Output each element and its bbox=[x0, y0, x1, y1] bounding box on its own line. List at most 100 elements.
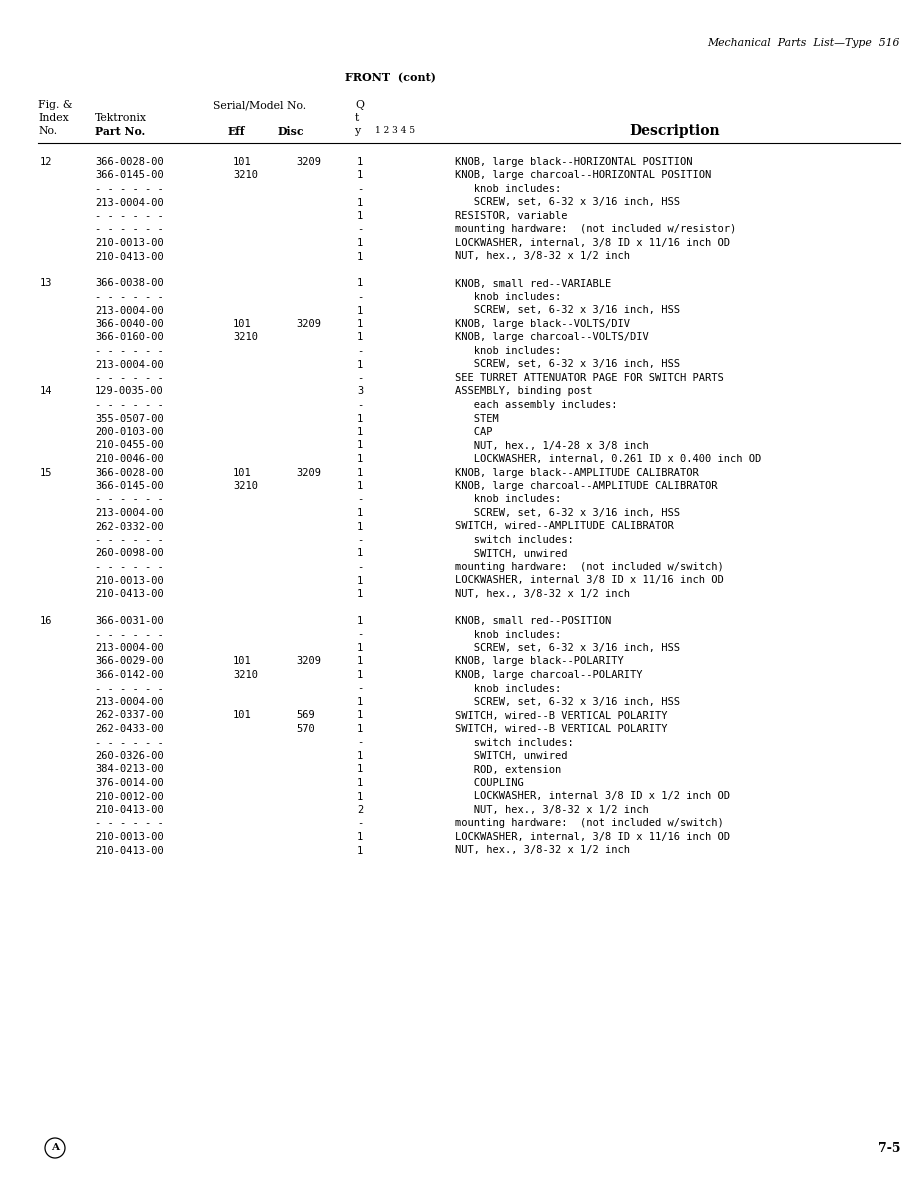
Text: KNOB, large black--AMPLITUDE CALIBRATOR: KNOB, large black--AMPLITUDE CALIBRATOR bbox=[455, 468, 699, 478]
Text: 3209: 3209 bbox=[296, 319, 321, 329]
Text: ROD, extension: ROD, extension bbox=[455, 765, 561, 774]
Text: SWITCH, unwired: SWITCH, unwired bbox=[455, 752, 568, 761]
Text: -: - bbox=[357, 292, 363, 303]
Text: SCREW, set, 6-32 x 3/16 inch, HSS: SCREW, set, 6-32 x 3/16 inch, HSS bbox=[455, 643, 680, 653]
Text: - - - - - -: - - - - - - bbox=[95, 494, 164, 505]
Text: 210-0413-00: 210-0413-00 bbox=[95, 805, 164, 815]
Text: switch includes:: switch includes: bbox=[455, 535, 573, 545]
Text: 366-0038-00: 366-0038-00 bbox=[95, 279, 164, 288]
Text: 210-0013-00: 210-0013-00 bbox=[95, 575, 164, 586]
Text: NUT, hex., 3/8-32 x 1/2 inch: NUT, hex., 3/8-32 x 1/2 inch bbox=[455, 590, 630, 599]
Text: 1: 1 bbox=[357, 643, 363, 653]
Text: 1: 1 bbox=[357, 549, 363, 559]
Text: A: A bbox=[51, 1143, 59, 1153]
Text: 101: 101 bbox=[233, 157, 252, 167]
Text: -: - bbox=[357, 183, 363, 194]
Text: 210-0012-00: 210-0012-00 bbox=[95, 792, 164, 802]
Text: knob includes:: knob includes: bbox=[455, 292, 561, 303]
Text: 3210: 3210 bbox=[233, 481, 258, 491]
Text: -: - bbox=[357, 818, 363, 829]
Text: SCREW, set, 6-32 x 3/16 inch, HSS: SCREW, set, 6-32 x 3/16 inch, HSS bbox=[455, 198, 680, 207]
Text: -: - bbox=[357, 684, 363, 693]
Text: - - - - - -: - - - - - - bbox=[95, 373, 164, 384]
Text: 1: 1 bbox=[357, 711, 363, 721]
Text: 13: 13 bbox=[40, 279, 53, 288]
Text: - - - - - -: - - - - - - bbox=[95, 400, 164, 410]
Text: knob includes:: knob includes: bbox=[455, 494, 561, 505]
Text: RESISTOR, variable: RESISTOR, variable bbox=[455, 211, 568, 222]
Text: - - - - - -: - - - - - - bbox=[95, 292, 164, 303]
Text: 1: 1 bbox=[357, 509, 363, 518]
Text: - - - - - -: - - - - - - bbox=[95, 818, 164, 829]
Text: 1: 1 bbox=[357, 590, 363, 599]
Text: NUT, hex., 3/8-32 x 1/2 inch: NUT, hex., 3/8-32 x 1/2 inch bbox=[455, 805, 649, 815]
Text: LOCKWASHER, internal, 3/8 ID x 11/16 inch OD: LOCKWASHER, internal, 3/8 ID x 11/16 inc… bbox=[455, 238, 730, 248]
Text: - - - - - -: - - - - - - bbox=[95, 183, 164, 194]
Text: knob includes:: knob includes: bbox=[455, 684, 561, 693]
Text: 366-0028-00: 366-0028-00 bbox=[95, 468, 164, 478]
Text: SCREW, set, 6-32 x 3/16 inch, HSS: SCREW, set, 6-32 x 3/16 inch, HSS bbox=[455, 306, 680, 316]
Text: -: - bbox=[357, 562, 363, 572]
Text: LOCKWASHER, internal 3/8 ID x 11/16 inch OD: LOCKWASHER, internal 3/8 ID x 11/16 inch… bbox=[455, 575, 724, 586]
Text: Eff: Eff bbox=[228, 126, 245, 137]
Text: 15: 15 bbox=[40, 468, 53, 478]
Text: SWITCH, wired--AMPLITUDE CALIBRATOR: SWITCH, wired--AMPLITUDE CALIBRATOR bbox=[455, 522, 674, 531]
Text: - - - - - -: - - - - - - bbox=[95, 347, 164, 356]
Text: 1: 1 bbox=[357, 360, 363, 369]
Text: 213-0004-00: 213-0004-00 bbox=[95, 643, 164, 653]
Text: - - - - - -: - - - - - - bbox=[95, 562, 164, 572]
Text: 570: 570 bbox=[296, 724, 314, 734]
Text: mounting hardware:  (not included w/switch): mounting hardware: (not included w/switc… bbox=[455, 562, 724, 572]
Text: 1: 1 bbox=[357, 671, 363, 680]
Text: Serial/Model No.: Serial/Model No. bbox=[213, 100, 306, 110]
Text: 262-0337-00: 262-0337-00 bbox=[95, 711, 164, 721]
Text: Fig. &: Fig. & bbox=[38, 100, 73, 110]
Text: - - - - - -: - - - - - - bbox=[95, 684, 164, 693]
Text: STEM: STEM bbox=[455, 413, 499, 424]
Text: 12: 12 bbox=[40, 157, 53, 167]
Text: SEE TURRET ATTENUATOR PAGE FOR SWITCH PARTS: SEE TURRET ATTENUATOR PAGE FOR SWITCH PA… bbox=[455, 373, 724, 384]
Text: 1: 1 bbox=[357, 428, 363, 437]
Text: COUPLING: COUPLING bbox=[455, 778, 524, 788]
Text: KNOB, large black--POLARITY: KNOB, large black--POLARITY bbox=[455, 656, 624, 667]
Text: Mechanical  Parts  List—Type  516: Mechanical Parts List—Type 516 bbox=[707, 38, 900, 48]
Text: t: t bbox=[355, 113, 360, 123]
Text: 101: 101 bbox=[233, 656, 252, 667]
Text: SWITCH, unwired: SWITCH, unwired bbox=[455, 549, 568, 559]
Text: 376-0014-00: 376-0014-00 bbox=[95, 778, 164, 788]
Text: Index: Index bbox=[38, 113, 69, 123]
Text: -: - bbox=[357, 224, 363, 235]
Text: 200-0103-00: 200-0103-00 bbox=[95, 428, 164, 437]
Text: 1: 1 bbox=[357, 846, 363, 855]
Text: 1: 1 bbox=[357, 454, 363, 464]
Text: SCREW, set, 6-32 x 3/16 inch, HSS: SCREW, set, 6-32 x 3/16 inch, HSS bbox=[455, 509, 680, 518]
Text: 1: 1 bbox=[357, 765, 363, 774]
Text: 1: 1 bbox=[357, 833, 363, 842]
Text: mounting hardware:  (not included w/resistor): mounting hardware: (not included w/resis… bbox=[455, 224, 737, 235]
Text: SCREW, set, 6-32 x 3/16 inch, HSS: SCREW, set, 6-32 x 3/16 inch, HSS bbox=[455, 697, 680, 707]
Text: 213-0004-00: 213-0004-00 bbox=[95, 198, 164, 207]
Text: 1: 1 bbox=[357, 481, 363, 491]
Text: 210-0046-00: 210-0046-00 bbox=[95, 454, 164, 464]
Text: 14: 14 bbox=[40, 387, 53, 397]
Text: -: - bbox=[357, 400, 363, 410]
Text: FRONT  (cont): FRONT (cont) bbox=[345, 71, 435, 83]
Text: 1: 1 bbox=[357, 468, 363, 478]
Text: Tektronix: Tektronix bbox=[95, 113, 147, 123]
Text: 1: 1 bbox=[357, 306, 363, 316]
Text: KNOB, small red--POSITION: KNOB, small red--POSITION bbox=[455, 616, 611, 626]
Text: -: - bbox=[357, 535, 363, 545]
Text: 7-5: 7-5 bbox=[878, 1141, 900, 1154]
Text: 101: 101 bbox=[233, 319, 252, 329]
Text: -: - bbox=[357, 630, 363, 640]
Text: 210-0413-00: 210-0413-00 bbox=[95, 846, 164, 855]
Text: 3209: 3209 bbox=[296, 656, 321, 667]
Text: 1: 1 bbox=[357, 441, 363, 450]
Text: LOCKWASHER, internal, 3/8 ID x 11/16 inch OD: LOCKWASHER, internal, 3/8 ID x 11/16 inc… bbox=[455, 833, 730, 842]
Text: KNOB, large charcoal--POLARITY: KNOB, large charcoal--POLARITY bbox=[455, 671, 643, 680]
Text: 366-0031-00: 366-0031-00 bbox=[95, 616, 164, 626]
Text: Description: Description bbox=[630, 124, 720, 138]
Text: 3209: 3209 bbox=[296, 468, 321, 478]
Text: 262-0332-00: 262-0332-00 bbox=[95, 522, 164, 531]
Text: -: - bbox=[357, 494, 363, 505]
